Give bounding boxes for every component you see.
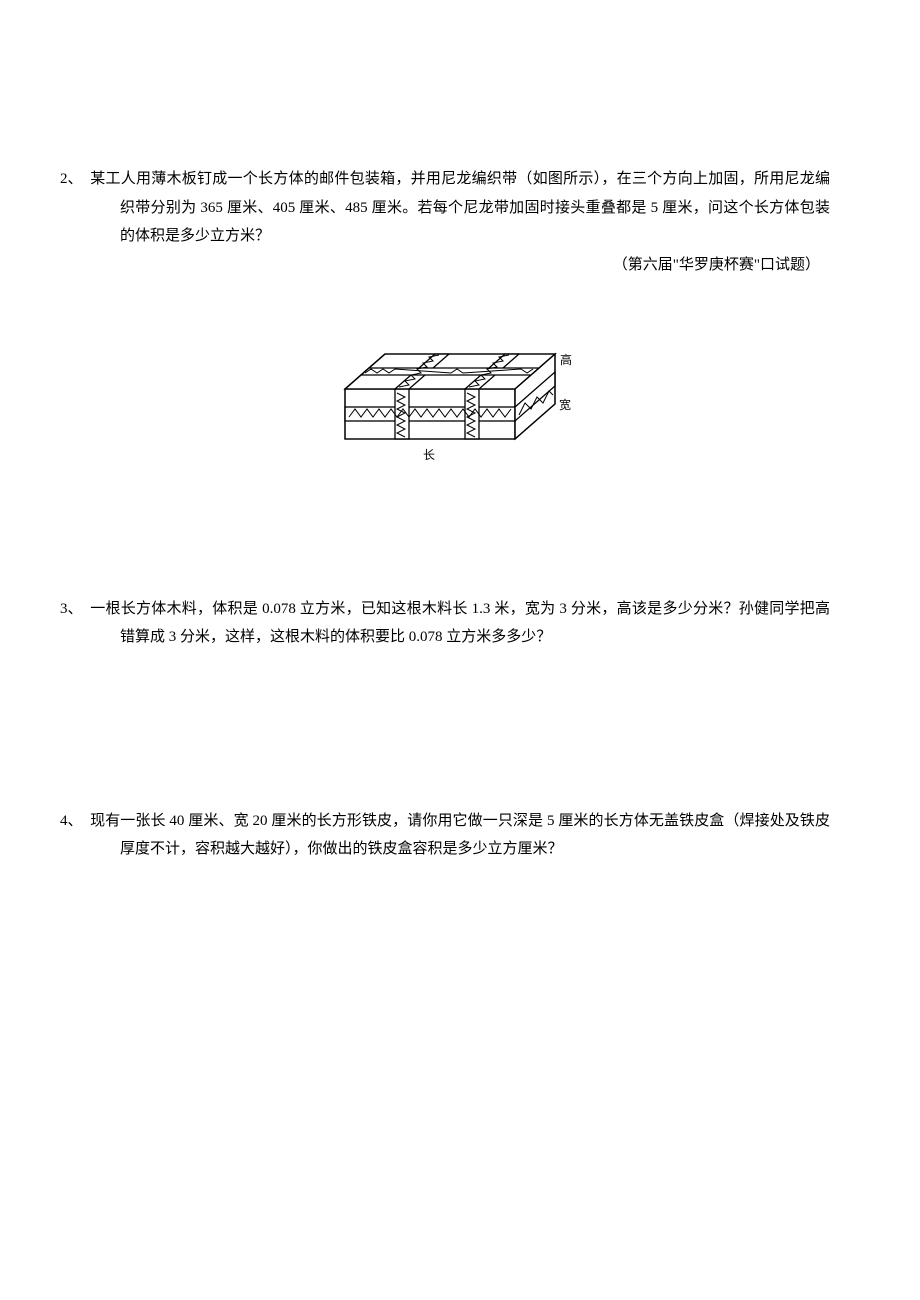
problem-2-text: 2、某工人用薄木板钉成一个长方体的邮件包装箱，并用尼龙编织带（如图所示），在三个…	[90, 165, 830, 251]
problem-2: 2、某工人用薄木板钉成一个长方体的邮件包装箱，并用尼龙编织带（如图所示），在三个…	[90, 165, 830, 480]
label-width: 宽	[559, 397, 571, 412]
problem-3: 3、一根长方体木料，体积是 0.078 立方米，已知这根木料长 1.3 米，宽为…	[90, 595, 830, 652]
problem-4-text: 4、现有一张长 40 厘米、宽 20 厘米的长方形铁皮，请你用它做一只深是 5 …	[90, 807, 830, 864]
problem-2-figure: 高 宽 长	[90, 289, 830, 480]
box-diagram: 高 宽 长	[325, 289, 595, 469]
problem-3-text: 3、一根长方体木料，体积是 0.078 立方米，已知这根木料长 1.3 米，宽为…	[90, 595, 830, 652]
problem-3-body: 一根长方体木料，体积是 0.078 立方米，已知这根木料长 1.3 米，宽为 3…	[90, 601, 830, 646]
label-length: 长	[423, 448, 435, 462]
label-height: 高	[560, 352, 572, 367]
problem-4-body: 现有一张长 40 厘米、宽 20 厘米的长方形铁皮，请你用它做一只深是 5 厘米…	[90, 813, 830, 858]
problem-4: 4、现有一张长 40 厘米、宽 20 厘米的长方形铁皮，请你用它做一只深是 5 …	[90, 807, 830, 864]
problem-2-body: 某工人用薄木板钉成一个长方体的邮件包装箱，并用尼龙编织带（如图所示），在三个方向…	[90, 171, 830, 244]
problem-2-attribution: （第六届"华罗庚杯赛"口试题）	[90, 251, 830, 280]
